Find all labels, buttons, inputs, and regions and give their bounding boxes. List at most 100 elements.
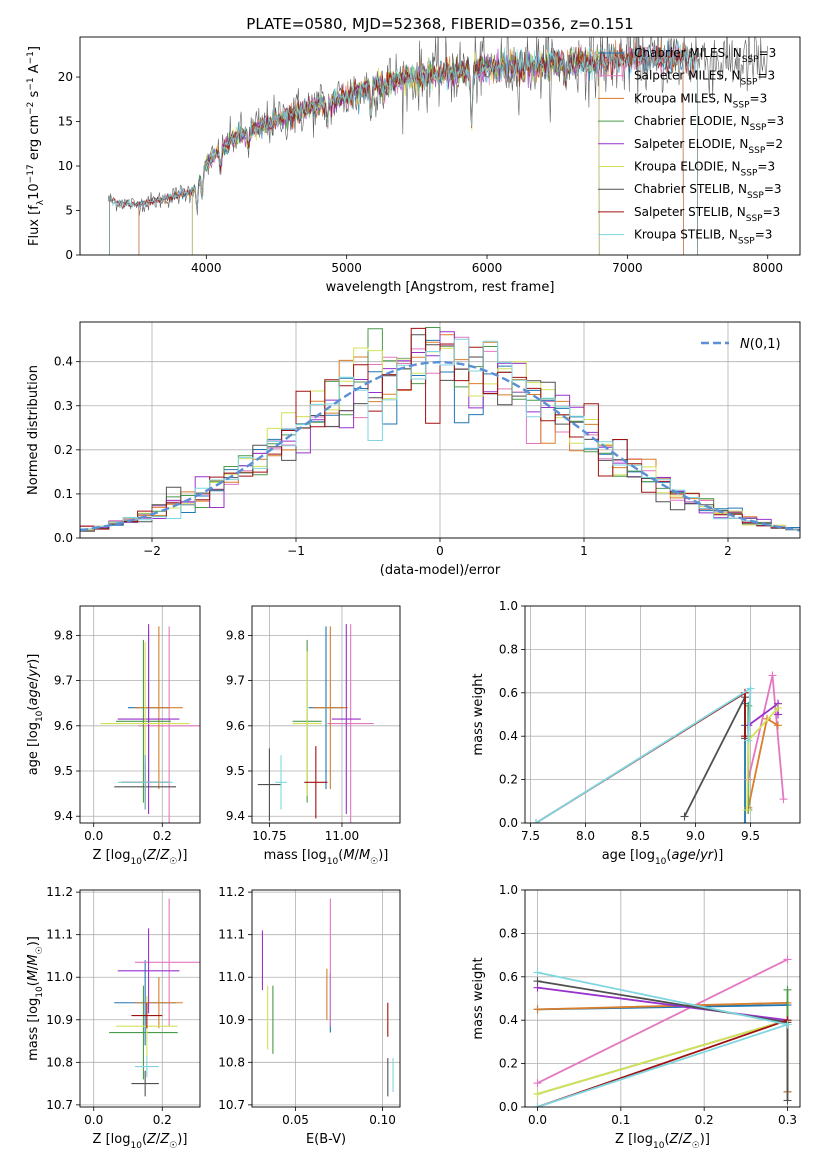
grid-mass_vs_EBV <box>252 890 400 1107</box>
y-tick-label: 10.8 <box>218 1055 245 1069</box>
legend-entry: Salpeter ELODIE, NSSP=2 <box>634 137 783 156</box>
x-tick-label: 0.2 <box>695 1113 714 1127</box>
y-tick-label: 0.8 <box>499 926 518 940</box>
panel-age_vs_Z: 0.0 0.2 9.4 9.5 9.6 9.7 9.8 Z [log10(Z/Z☉)] age … <box>26 605 201 867</box>
spectrum-model-line <box>191 45 600 255</box>
x-tick-label: 8.5 <box>631 829 650 843</box>
plot-area-residuals <box>80 327 800 532</box>
axes-frame <box>251 605 401 824</box>
x-tick-label: −2 <box>143 544 161 558</box>
y-tick-label: 10 <box>58 159 73 173</box>
legend-entry: Chabrier ELODIE, NSSP=3 <box>634 114 784 133</box>
y-tick-label: 10.8 <box>46 1055 73 1069</box>
x-tick-label: 8000 <box>752 261 783 275</box>
axes-frame <box>524 605 801 824</box>
x-tick-label: 0.05 <box>282 1113 309 1127</box>
y-axis-label: age [log10(age/yr)] <box>26 654 45 776</box>
panel-spectrum: 4000 5000 6000 7000 8000 0 5 10 15 20 wavelength [… <box>26 36 801 295</box>
y-tick-label: 0.0 <box>499 1100 518 1114</box>
plot-area-weight_vs_Z <box>533 955 792 1107</box>
y-tick-label: 11.0 <box>46 970 73 984</box>
legend-entry: Kroupa ELODIE, NSSP=3 <box>634 160 775 179</box>
y-tick-label: 9.7 <box>226 674 245 688</box>
y-axis-label: mass weight <box>471 673 486 755</box>
y-tick-label: 0.2 <box>499 773 518 787</box>
y-axis-label: mass [log10(M/M☉)] <box>26 936 45 1061</box>
y-tick-label: 0.4 <box>499 729 518 743</box>
x-tick-label: 8.0 <box>576 829 595 843</box>
y-tick-label: 11.1 <box>46 928 73 942</box>
panel-age_vs_mass: 10.75 11.00 9.4 9.5 9.6 9.7 9.8 mass [log10(M/M… <box>226 605 401 867</box>
plot-area-mass_vs_EBV <box>261 898 394 1097</box>
legend-entry: Kroupa MILES, NSSP=3 <box>634 91 767 110</box>
y-tick-label: 9.6 <box>54 719 73 733</box>
plot-area-mass_vs_Z <box>109 898 200 1097</box>
weight-line <box>683 696 746 817</box>
legend-entry: N(0,1) <box>740 337 781 352</box>
x-tick-label: 0.0 <box>528 1113 547 1127</box>
axes-frame <box>251 889 401 1108</box>
y-tick-label: 9.8 <box>226 628 245 642</box>
y-tick-label: 0.2 <box>499 1057 518 1071</box>
y-tick-label: 20 <box>58 70 73 84</box>
y-tick-label: 9.4 <box>226 809 245 823</box>
x-tick-label: 5000 <box>331 261 362 275</box>
y-tick-label: 1.0 <box>499 599 518 613</box>
x-axis-label: age [log10(age/yr)] <box>602 848 724 867</box>
x-tick-label: 0.1 <box>611 1113 630 1127</box>
x-tick-label: 0.3 <box>778 1113 797 1127</box>
x-tick-label: 9.5 <box>741 829 760 843</box>
y-tick-label: 0.1 <box>54 487 73 501</box>
x-tick-label: 0.0 <box>84 1113 103 1127</box>
panel-weight_vs_age: 7.5 8.0 8.5 9.0 9.5 0.0 0.2 0.4 0.6 0.8 1.0 age [lo… <box>471 599 801 867</box>
y-tick-label: 10.9 <box>46 1013 73 1027</box>
spectrum-model-line <box>109 40 698 255</box>
legend-entry: Kroupa STELIB, NSSP=3 <box>634 228 772 247</box>
x-axis-label: Z [log10(Z/Z☉)] <box>615 1132 710 1151</box>
panel-mass_vs_EBV: 0.05 0.10 10.7 10.8 10.9 11.0 11.1 11.2 E(B-V) <box>218 885 401 1147</box>
plot-area-age_vs_mass <box>257 624 374 823</box>
x-tick-label: 0.10 <box>369 1113 396 1127</box>
x-axis-label: Z [log10(Z/Z☉)] <box>93 1132 188 1151</box>
y-tick-label: 1.0 <box>499 883 518 897</box>
axes-frame <box>524 889 801 1108</box>
x-axis-label: mass [log10(M/M☉)] <box>264 848 389 867</box>
y-tick-label: 0.4 <box>499 1013 518 1027</box>
x-tick-label: 0 <box>436 544 444 558</box>
figure-title: PLATE=0580, MJD=52368, FIBERID=0356, z=0… <box>246 15 633 33</box>
plot-area-age_vs_Z <box>100 624 200 823</box>
weight-line <box>537 1004 789 1092</box>
y-axis-label: Normed distribution <box>26 365 41 495</box>
y-tick-label: 0.0 <box>54 531 73 545</box>
y-tick-label: 0 <box>65 248 73 262</box>
y-tick-label: 9.8 <box>54 628 73 642</box>
x-tick-label: 0.2 <box>153 829 172 843</box>
weight-line <box>535 686 752 823</box>
x-tick-label: 4000 <box>191 261 222 275</box>
y-tick-label: 0.0 <box>499 816 518 830</box>
x-axis-label: Z [log10(Z/Z☉)] <box>93 848 188 867</box>
x-tick-label: 0.2 <box>153 1113 172 1127</box>
x-tick-label: 6000 <box>472 261 503 275</box>
y-tick-label: 9.4 <box>54 809 73 823</box>
panel-weight_vs_Z: 0.0 0.1 0.2 0.3 0.0 0.2 0.4 0.6 0.8 1.0 Z [log10(Z… <box>471 883 801 1151</box>
x-tick-label: 10.75 <box>252 829 286 843</box>
weight-line <box>537 958 788 1084</box>
panel-mass_vs_Z: 0.0 0.2 10.7 10.8 10.9 11.0 11.1 11.2 Z [log10(Z… <box>26 885 201 1151</box>
legend-entry: Chabrier STELIB, NSSP=3 <box>634 182 782 201</box>
x-tick-label: 1 <box>580 544 588 558</box>
y-tick-label: 11.0 <box>218 970 245 984</box>
legend-entry: Salpeter MILES, NSSP=3 <box>634 69 775 88</box>
y-tick-label: 15 <box>58 115 73 129</box>
y-axis-label: mass weight <box>471 957 486 1039</box>
y-tick-label: 10.9 <box>218 1013 245 1027</box>
y-tick-label: 10.7 <box>46 1098 73 1112</box>
legend-entry: Salpeter STELIB, NSSP=3 <box>634 205 780 224</box>
legend-entry: Chabrier MILES, NSSP=3 <box>634 46 776 65</box>
y-axis-label: Flux [fλ10−17 erg cm−2 s−1 A−1] <box>26 46 46 246</box>
y-tick-label: 11.2 <box>218 885 245 899</box>
axes-frame <box>79 605 201 824</box>
panel-residuals: −2 −1 0 1 2 0.0 0.1 0.2 0.3 0.4 (data-model)/error… <box>26 321 801 578</box>
plot-area-weight_vs_age <box>532 671 788 823</box>
